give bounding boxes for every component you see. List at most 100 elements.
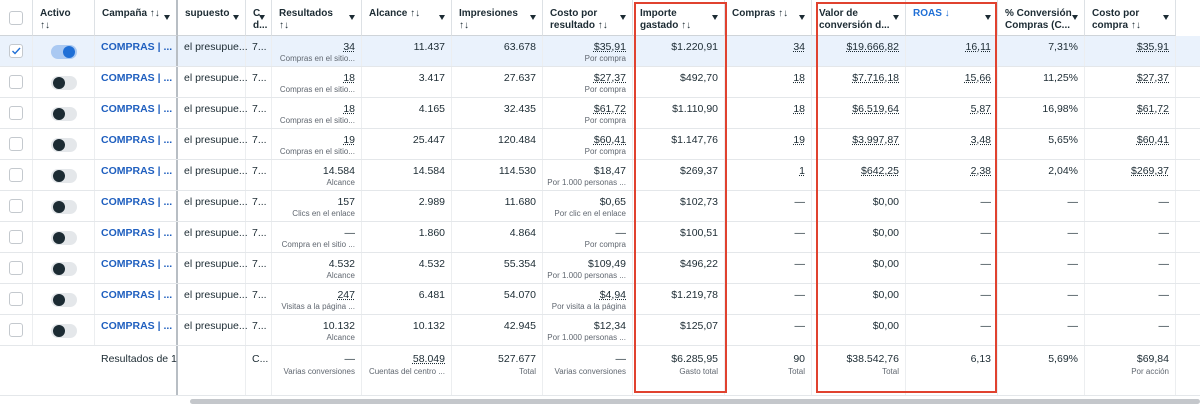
table-cell: — (725, 191, 812, 221)
table-row[interactable]: COMPRAS | ... el presupue... 7... 4.532 Alca… (0, 253, 1200, 284)
cell-value: el presupue... (184, 41, 248, 53)
table-row[interactable]: COMPRAS | ... el presupue... 7... 10.132 Alc… (0, 315, 1200, 346)
table-row[interactable]: COMPRAS | ... el presupue... 7... — Compra e… (0, 222, 1200, 253)
active-toggle[interactable] (51, 45, 77, 59)
table-row[interactable]: COMPRAS | ... el presupue... 7... 157 Clics … (0, 191, 1200, 222)
table-cell: 7... (246, 253, 272, 283)
cell-value[interactable]: COMPRAS | ... (101, 227, 173, 239)
cell-value: 3.417 (418, 72, 445, 84)
column-header[interactable]: Activo ↑↓ (33, 0, 95, 36)
cell-value[interactable]: COMPRAS | ... (101, 289, 173, 301)
table-row[interactable]: COMPRAS | ... el presupue... 7... 14.584 Alc… (0, 160, 1200, 191)
toggle-knob (53, 263, 65, 275)
column-header[interactable]: Impresiones ↑↓ (452, 0, 543, 36)
table-row[interactable]: COMPRAS | ... el presupue... 7... 19 Compras… (0, 129, 1200, 160)
table-row[interactable]: COMPRAS | ... el presupue... 7... 247 Visita… (0, 284, 1200, 315)
row-checkbox[interactable] (9, 261, 23, 275)
row-checkbox[interactable] (9, 75, 23, 89)
cell-value[interactable]: COMPRAS | ... (101, 103, 173, 115)
horizontal-scrollbar[interactable] (190, 399, 1200, 404)
sort-dropdown[interactable] (164, 15, 170, 20)
active-toggle[interactable] (51, 107, 77, 121)
cell-value: $102,73 (680, 196, 718, 208)
sort-dropdown[interactable] (349, 15, 355, 20)
table-cell (33, 222, 95, 252)
table-row[interactable]: COMPRAS | ... el presupue... 7... 18 Compras… (0, 98, 1200, 129)
sort-dropdown[interactable] (985, 15, 991, 20)
cell-note: Compras en el sitio... (279, 116, 355, 125)
row-checkbox[interactable] (9, 292, 23, 306)
column-header[interactable]: Costo por resultado ↑↓ (543, 0, 633, 36)
column-header[interactable]: ROAS ↓ (906, 0, 998, 36)
sort-dropdown[interactable] (712, 15, 718, 20)
table-cell: COMPRAS | ... (95, 222, 178, 252)
cell-value: 34 (793, 41, 805, 53)
table-cell: — (998, 191, 1085, 221)
column-header[interactable]: Importe gastado ↑↓ (633, 0, 725, 36)
sort-dropdown[interactable] (799, 15, 805, 20)
active-toggle[interactable] (51, 262, 77, 276)
sort-dropdown[interactable] (259, 15, 265, 20)
cell-value[interactable]: COMPRAS | ... (101, 258, 173, 270)
row-checkbox[interactable] (9, 106, 23, 120)
cell-value[interactable]: COMPRAS | ... (101, 165, 173, 177)
column-header[interactable]: Alcance ↑↓ (362, 0, 452, 36)
total-note: Gasto total (679, 367, 718, 376)
table-cell: 54.070 (452, 284, 543, 314)
cell-value[interactable]: COMPRAS | ... (101, 134, 173, 146)
column-header[interactable]: Resultados ↑↓ (272, 0, 362, 36)
column-header[interactable]: Valor de conversión d... (812, 0, 906, 36)
row-checkbox[interactable] (9, 199, 23, 213)
table-row[interactable]: COMPRAS | ... el presupue... 7... 18 Compras… (0, 67, 1200, 98)
active-toggle[interactable] (51, 76, 77, 90)
table-cell: $60,41 Por compra (543, 129, 633, 159)
active-toggle[interactable] (51, 293, 77, 307)
select-all-checkbox[interactable] (9, 11, 23, 25)
active-toggle[interactable] (51, 324, 77, 338)
table-cell: 34 (725, 36, 812, 66)
column-header[interactable]: Costo por compra ↑↓ (1085, 0, 1176, 36)
active-toggle[interactable] (51, 138, 77, 152)
header-label: Activo (40, 8, 71, 19)
table-cell (33, 191, 95, 221)
column-header[interactable]: Compras ↑↓ (725, 0, 812, 36)
active-toggle[interactable] (51, 169, 77, 183)
row-checkbox[interactable] (9, 323, 23, 337)
row-checkbox[interactable] (9, 168, 23, 182)
active-toggle[interactable] (51, 200, 77, 214)
table-row[interactable]: COMPRAS | ... el presupue... 7... 34 Compras… (0, 36, 1200, 67)
row-checkbox[interactable] (9, 137, 23, 151)
row-checkbox[interactable] (9, 230, 23, 244)
table-cell: 34 Compras en el sitio... (272, 36, 362, 66)
table-cell: $496,22 (633, 253, 725, 283)
column-header[interactable]: % Conversión Compras (C... (998, 0, 1085, 36)
cell-value[interactable]: COMPRAS | ... (101, 41, 173, 53)
table-cell: 16,11 (906, 36, 998, 66)
table-cell: $1.110,90 (633, 98, 725, 128)
toggle-knob (53, 108, 65, 120)
toggle-knob (53, 232, 65, 244)
table-cell: C... (246, 346, 272, 395)
sort-dropdown[interactable] (439, 15, 445, 20)
cell-value: $0,00 (872, 320, 899, 332)
column-header[interactable]: supuesto (178, 0, 246, 36)
sort-dropdown[interactable] (893, 15, 899, 20)
cell-value: 7... (252, 196, 267, 208)
header-label: Compras (C... (1005, 20, 1071, 31)
row-checkbox[interactable] (9, 44, 23, 58)
cell-value[interactable]: COMPRAS | ... (101, 196, 173, 208)
table-cell: 19 Compras en el sitio... (272, 129, 362, 159)
sort-dropdown[interactable] (620, 15, 626, 20)
sort-dropdown[interactable] (1072, 15, 1078, 20)
cell-value: $0,65 (599, 196, 626, 208)
cell-value: — (1158, 289, 1170, 301)
cell-value[interactable]: COMPRAS | ... (101, 72, 173, 84)
sort-dropdown[interactable] (1163, 15, 1169, 20)
sort-dropdown[interactable] (530, 15, 536, 20)
sort-dropdown[interactable] (233, 15, 239, 20)
column-header[interactable]: Campaña ↑↓ (95, 0, 178, 36)
cell-value[interactable]: COMPRAS | ... (101, 320, 173, 332)
table-cell: $7.716,18 (812, 67, 906, 97)
active-toggle[interactable] (51, 231, 77, 245)
